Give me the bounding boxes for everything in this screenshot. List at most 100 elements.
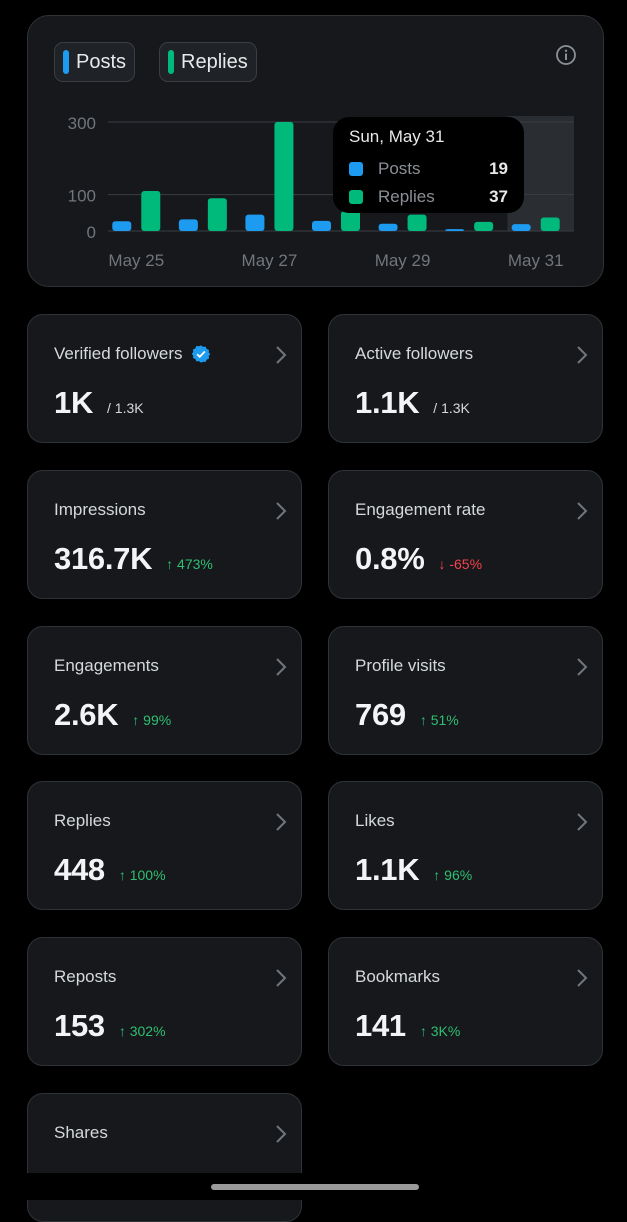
stat-card-impressions[interactable]: Impressions 316.7K ↑ 473% [27,470,302,599]
stat-value: 316.7K [54,541,153,576]
stat-change: ↑ 100% [118,867,166,883]
chevron-right-icon [577,813,588,831]
stat-value: 141 [355,1008,406,1043]
bar-posts[interactable] [511,224,531,231]
stat-value-row: 2.6K ↑ 99% [54,697,171,733]
stat-card-replies[interactable]: Replies 448 ↑ 100% [27,781,302,910]
replies-swatch [168,50,174,74]
stat-card-shares[interactable]: Shares [27,1093,302,1222]
stat-card-reposts[interactable]: Reposts 153 ↑ 302% [27,937,302,1066]
chevron-right-icon [276,346,287,364]
stat-title-row: Active followers [355,344,473,364]
stat-title: Profile visits [355,656,446,675]
stat-change: ↑ 51% [419,712,459,728]
stat-value-row: 769 ↑ 51% [355,697,459,733]
stat-card-bookmarks[interactable]: Bookmarks 141 ↑ 3K% [328,937,603,1066]
chevron-right-icon [577,346,588,364]
stat-title-row: Shares [54,1123,108,1143]
stat-change: ↑ 3K% [419,1023,461,1039]
posts-swatch [63,50,69,74]
y-tick-label: 0 [87,223,96,242]
stat-title: Engagements [54,656,159,675]
stat-value: 1.1K [355,385,420,420]
stat-title-row: Engagement rate [355,500,485,520]
legend-replies-toggle[interactable]: Replies [159,42,257,82]
y-tick-label: 100 [68,187,96,206]
stat-total: / 1.3K [433,400,470,416]
legend-posts-label: Posts [76,50,127,73]
bar-replies[interactable] [407,214,427,231]
bar-posts[interactable] [445,229,465,231]
chart-tooltip: Sun, May 31 Posts 19 Replies 37 [333,117,524,213]
stat-card-engagement-rate[interactable]: Engagement rate 0.8% ↓ -65% [328,470,603,599]
info-icon[interactable] [555,44,577,66]
stat-value: 1.1K [355,852,420,887]
stat-value-row: 448 ↑ 100% [54,852,166,888]
bar-posts[interactable] [378,223,398,231]
tooltip-posts-value: 19 [489,159,508,178]
stat-title-row: Bookmarks [355,967,440,987]
stat-value: 448 [54,852,105,887]
x-tick-label: May 25 [108,251,164,270]
stat-card-verified-followers[interactable]: Verified followers 1K / 1.3K [27,314,302,443]
x-tick-label: May 31 [508,251,564,270]
legend-replies-label: Replies [181,50,248,73]
stat-title-row: Reposts [54,967,116,987]
stat-change: ↑ 96% [433,867,473,883]
legend-posts-toggle[interactable]: Posts [54,42,136,82]
stat-title: Verified followers [54,344,183,363]
stat-title: Reposts [54,967,117,986]
home-indicator[interactable] [211,1184,419,1190]
stat-title-row: Impressions [54,500,146,520]
chevron-right-icon [276,502,287,520]
stat-value-row: 316.7K ↑ 473% [54,541,213,577]
stat-card-profile-visits[interactable]: Profile visits 769 ↑ 51% [328,626,603,755]
x-tick-label: May 27 [242,251,298,270]
bar-posts[interactable] [178,219,198,231]
stat-value-row: 1.1K ↑ 96% [355,852,472,888]
tooltip-replies-label: Replies [378,187,435,206]
stat-title: Likes [355,811,395,830]
bar-posts[interactable] [112,221,132,231]
tooltip-replies-value: 37 [489,187,508,206]
chevron-right-icon [577,969,588,987]
stat-title-row: Profile visits [355,656,446,676]
stat-change: ↑ 99% [132,712,172,728]
chevron-right-icon [577,658,588,676]
bar-replies[interactable] [474,221,494,231]
bar-replies[interactable] [540,217,560,231]
stat-value: 769 [355,697,406,732]
stat-title: Impressions [54,500,146,519]
stat-value-row: 0.8% ↓ -65% [355,541,482,577]
bar-posts[interactable] [312,220,331,231]
stat-title-row: Engagements [54,656,159,676]
verified-badge-icon [191,345,210,363]
bar-replies[interactable] [141,191,161,231]
stat-total: / 1.3K [107,400,144,416]
stat-card-likes[interactable]: Likes 1.1K ↑ 96% [328,781,603,910]
stat-card-engagements[interactable]: Engagements 2.6K ↑ 99% [27,626,302,755]
tooltip-posts-swatch [349,162,363,176]
stat-title: Shares [54,1123,108,1142]
chevron-right-icon [276,1125,287,1143]
stat-card-active-followers[interactable]: Active followers 1.1K / 1.3K [328,314,603,443]
chevron-right-icon [577,502,588,520]
stat-value-row: 141 ↑ 3K% [355,1008,460,1044]
stat-title: Replies [54,811,111,830]
stat-value-row: 1K / 1.3K [54,385,144,421]
chevron-right-icon [276,813,287,831]
stat-value-row: 153 ↑ 302% [54,1008,166,1044]
stat-value: 1K [54,385,94,420]
bar-replies[interactable] [207,198,227,231]
bar-replies[interactable] [274,122,294,231]
tooltip-row-posts: Posts 19 [349,155,508,183]
stat-value: 0.8% [355,541,425,576]
stat-change: ↑ 302% [118,1023,166,1039]
chevron-right-icon [276,969,287,987]
stat-value-row: 1.1K / 1.3K [355,385,470,421]
bar-replies[interactable] [341,211,360,231]
bar-posts[interactable] [245,214,265,231]
tooltip-date: Sun, May 31 [349,127,445,146]
stat-title: Engagement rate [355,500,486,519]
tooltip-replies-swatch [349,190,363,204]
